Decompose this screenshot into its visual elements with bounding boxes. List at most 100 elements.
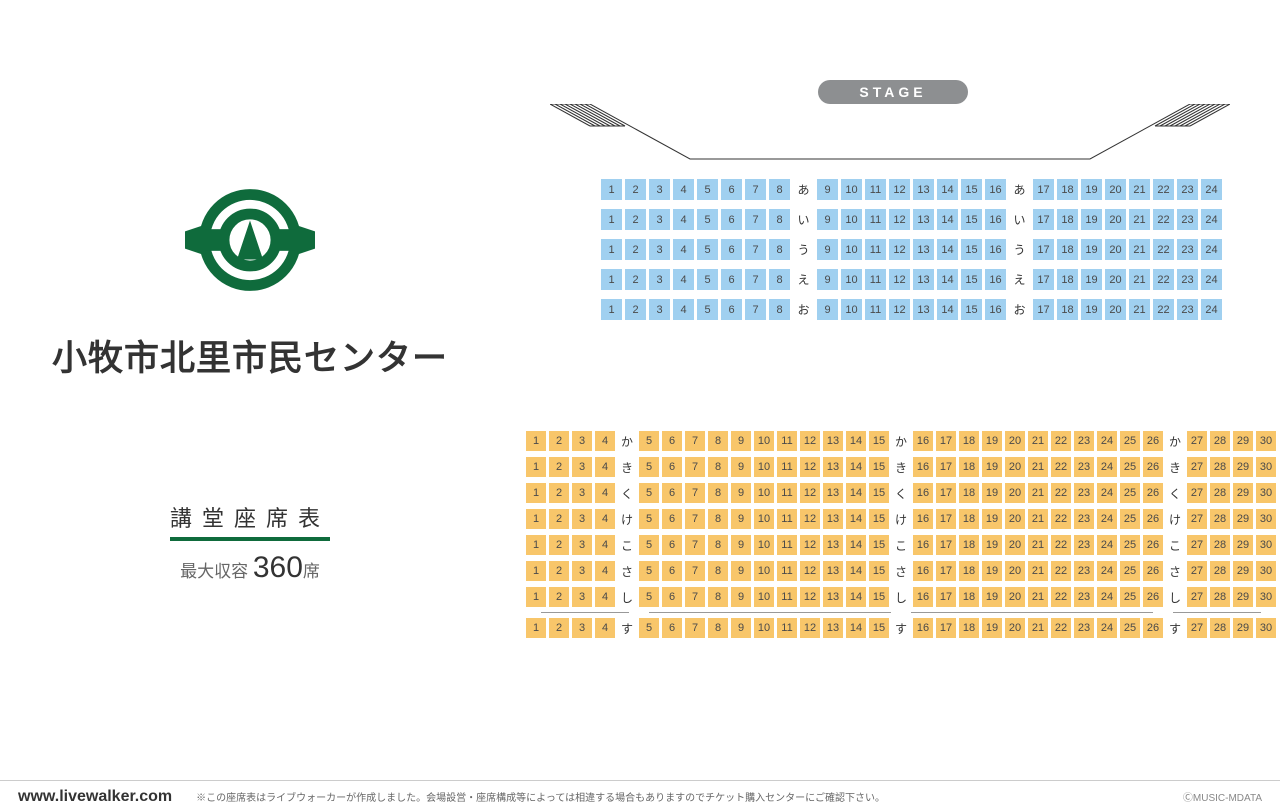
row-label: さ [617, 560, 637, 582]
seat: 22 [1152, 238, 1175, 261]
seat: 4 [594, 560, 616, 582]
seat: 15 [868, 617, 890, 639]
seat: 27 [1186, 586, 1208, 608]
seat: 8 [707, 586, 729, 608]
seat: 18 [958, 586, 980, 608]
seat: 27 [1186, 430, 1208, 452]
seat: 14 [845, 534, 867, 556]
seat: 17 [1032, 238, 1055, 261]
seat: 16 [912, 456, 934, 478]
seat: 19 [981, 560, 1003, 582]
seat: 21 [1128, 238, 1151, 261]
seat: 10 [840, 178, 863, 201]
seat: 14 [845, 508, 867, 530]
seat: 25 [1119, 456, 1141, 478]
seat: 19 [981, 482, 1003, 504]
seat: 16 [912, 508, 934, 530]
seat: 18 [1056, 268, 1079, 291]
seat: 28 [1209, 508, 1231, 530]
seat: 29 [1232, 617, 1254, 639]
seat: 22 [1050, 617, 1072, 639]
seat: 10 [753, 617, 775, 639]
seat: 8 [768, 268, 791, 291]
seat: 21 [1027, 534, 1049, 556]
seating-block-a: 12345678あ910111213141516あ171819202122232… [600, 178, 1223, 321]
seat: 28 [1209, 534, 1231, 556]
seat: 16 [984, 178, 1007, 201]
seat: 15 [868, 482, 890, 504]
seat: 15 [868, 430, 890, 452]
seat: 1 [525, 430, 547, 452]
seat: 9 [816, 298, 839, 321]
seat: 4 [594, 456, 616, 478]
row-label: さ [891, 560, 911, 582]
seat: 8 [707, 617, 729, 639]
seat: 26 [1142, 430, 1164, 452]
seat: 5 [638, 456, 660, 478]
seat: 14 [845, 456, 867, 478]
seat: 22 [1152, 208, 1175, 231]
seat: 13 [822, 456, 844, 478]
seat: 6 [661, 586, 683, 608]
seat: 27 [1186, 482, 1208, 504]
seat: 1 [525, 508, 547, 530]
seat: 14 [845, 560, 867, 582]
seat: 1 [600, 208, 623, 231]
seat: 2 [624, 268, 647, 291]
seat: 6 [720, 268, 743, 291]
seat: 2 [624, 238, 647, 261]
seat: 9 [816, 238, 839, 261]
seat: 13 [822, 617, 844, 639]
stage-label: STAGE [818, 80, 968, 104]
seat: 20 [1004, 534, 1026, 556]
seat: 21 [1128, 268, 1151, 291]
row-label: こ [1165, 534, 1185, 556]
seat: 24 [1200, 178, 1223, 201]
seat: 2 [548, 617, 570, 639]
seat: 12 [888, 268, 911, 291]
seat: 10 [753, 430, 775, 452]
seat: 15 [868, 456, 890, 478]
seat: 24 [1200, 238, 1223, 261]
seat: 23 [1176, 268, 1199, 291]
seat: 17 [935, 508, 957, 530]
seat: 15 [960, 298, 983, 321]
seat-row: 1234く56789101112131415く16171819202122232… [525, 482, 1277, 504]
seat: 29 [1232, 534, 1254, 556]
seat: 8 [768, 178, 791, 201]
seat: 2 [548, 534, 570, 556]
seat: 1 [600, 238, 623, 261]
seat: 10 [840, 298, 863, 321]
seat: 14 [845, 586, 867, 608]
seat: 25 [1119, 586, 1141, 608]
seat: 29 [1232, 456, 1254, 478]
seat: 21 [1027, 456, 1049, 478]
row-label: こ [891, 534, 911, 556]
seat: 6 [661, 482, 683, 504]
seat-row: 12345678う910111213141516う171819202122232… [600, 238, 1223, 261]
seat: 25 [1119, 508, 1141, 530]
seat: 22 [1152, 268, 1175, 291]
seat: 18 [1056, 298, 1079, 321]
seat: 4 [594, 482, 616, 504]
seat: 10 [840, 208, 863, 231]
seat: 14 [845, 482, 867, 504]
seat: 16 [912, 586, 934, 608]
seat: 13 [912, 298, 935, 321]
row-label: こ [617, 534, 637, 556]
seat: 11 [864, 298, 887, 321]
seat: 20 [1104, 298, 1127, 321]
seat: 7 [744, 178, 767, 201]
seat: 16 [912, 617, 934, 639]
seat: 15 [960, 238, 983, 261]
seat: 27 [1186, 456, 1208, 478]
seat: 16 [984, 268, 1007, 291]
seat: 16 [912, 482, 934, 504]
seat: 5 [638, 508, 660, 530]
seat: 24 [1096, 430, 1118, 452]
seat: 15 [868, 508, 890, 530]
seat: 2 [624, 298, 647, 321]
row-label: か [891, 430, 911, 452]
seat: 13 [822, 430, 844, 452]
seat: 30 [1255, 482, 1277, 504]
